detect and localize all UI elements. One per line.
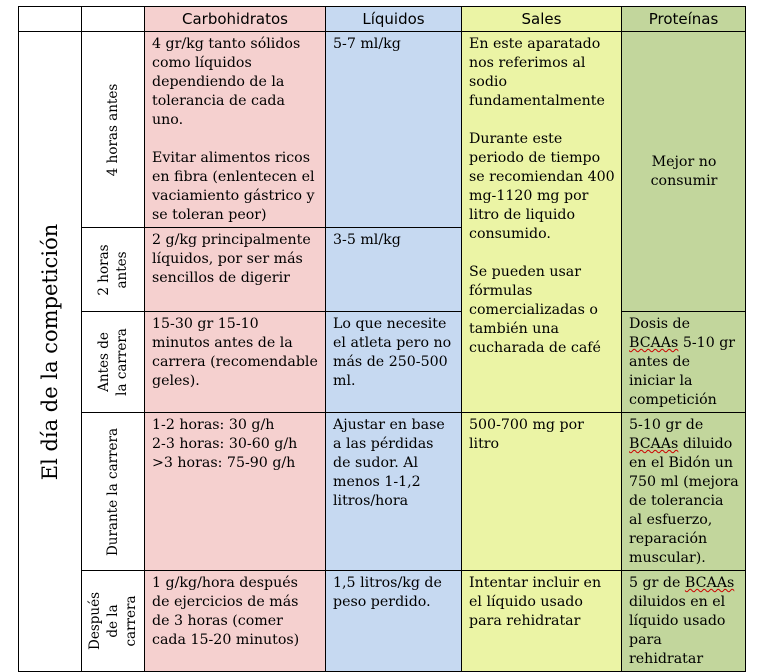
carb-durante: 1-2 horas: 30 g/h 2-3 horas: 30-60 g/h >…	[144, 412, 326, 571]
header-sales: Sales	[461, 6, 622, 32]
row-label-durante-cell: Durante la carrera	[81, 412, 145, 571]
carb-4-horas-p2: Evitar alimentos ricos en fibra (enlente…	[152, 150, 315, 223]
bcaas-word: BCAAs	[629, 335, 679, 351]
sales-merged-cell: En este aparatado nos referimos al sodio…	[461, 31, 622, 413]
row-label-despues: Después de la carrera	[87, 592, 139, 650]
row-label-2-horas: 2 horas antes	[96, 243, 130, 296]
row-label-antes-cell: Antes de la carrera	[81, 311, 145, 413]
liq-durante: Ajustar en base a las pérdidas de sudor.…	[325, 412, 462, 571]
table-row-2-horas: 2 horas antes 2 g/kg principalmente líqui…	[19, 227, 746, 312]
corner-cell-1	[18, 6, 82, 32]
table-row-4-horas: El día de la competición 4 horas antes 4…	[18, 31, 746, 672]
carb-4-horas-p1: 4 gr/kg tanto sólidos como líquidos depe…	[152, 36, 301, 128]
row-label-despues-cell: Después de la carrera	[81, 570, 145, 672]
table-row-antes-carrera: Antes de la carrera 15-30 gr 15-10 minuto…	[19, 311, 746, 413]
pro-durante: 5-10 gr de BCAAs diluido en el Bidón un …	[621, 412, 746, 571]
carb-2-horas: 2 g/kg principalmente líquidos, por ser …	[144, 227, 326, 312]
table-row-despues: Después de la carrera 1 g/kg/hora después …	[19, 570, 746, 672]
side-title-cell: El día de la competición	[18, 31, 82, 672]
bcaas-word: BCAAs	[684, 575, 735, 591]
table-row-durante: Durante la carrera 1-2 horas: 30 g/h 2-3…	[19, 412, 746, 571]
corner-cell-2	[81, 6, 145, 32]
liq-4-horas: 5-7 ml/kg	[325, 31, 462, 228]
row-label-2-horas-cell: 2 horas antes	[81, 227, 145, 312]
row-label-antes: Antes de la carrera	[96, 328, 130, 396]
pro-antes: Dosis de BCAAs 5-10 gr antes de iniciar …	[621, 311, 746, 413]
header-carbohidratos: Carbohidratos	[144, 6, 326, 32]
liq-despues: 1,5 litros/kg de peso perdido.	[325, 570, 462, 672]
side-title: El día de la competición	[38, 223, 62, 480]
sales-p2: Durante este periodo de tiempo se recomi…	[469, 131, 615, 242]
pro-despues: 5 gr de BCAAs diluidos en el líquido usa…	[621, 570, 746, 672]
row-label-4-horas: 4 horas antes	[105, 83, 121, 176]
bcaas-word: BCAAs	[629, 436, 679, 452]
carb-despues: 1 g/kg/hora después de ejercicios de más…	[144, 570, 326, 672]
row-label-4-horas-cell: 4 horas antes	[81, 31, 145, 228]
sales-p1: En este aparatado nos referimos al sodio…	[469, 36, 605, 109]
header-liquidos: Líquidos	[325, 6, 462, 32]
liq-antes: Lo que necesite el atleta pero no más de…	[325, 311, 462, 413]
carb-antes: 15-30 gr 15-10 minutos antes de la carre…	[144, 311, 326, 413]
nutrition-table: Carbohidratos Líquidos Sales Proteínas E…	[18, 6, 746, 672]
sal-despues: Intentar incluir en el líquido usado par…	[461, 570, 622, 672]
liq-2-horas: 3-5 ml/kg	[325, 227, 462, 312]
pro-4-2-horas: Mejor no consumir	[621, 31, 746, 312]
header-proteinas: Proteínas	[621, 6, 746, 32]
carb-4-horas: 4 gr/kg tanto sólidos como líquidos depe…	[144, 31, 326, 228]
row-label-durante: Durante la carrera	[105, 427, 121, 556]
header-row: Carbohidratos Líquidos Sales Proteínas	[18, 6, 746, 32]
sal-durante: 500-700 mg por litro	[461, 412, 622, 571]
sales-p3: Se pueden usar fórmulas comercializadas …	[469, 264, 601, 356]
